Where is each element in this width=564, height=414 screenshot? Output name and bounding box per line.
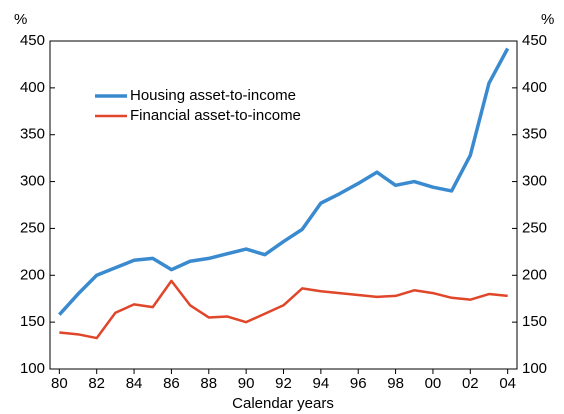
series-line bbox=[58, 47, 510, 316]
x-tick-label: 82 bbox=[88, 375, 105, 392]
y2-tick-label: 350 bbox=[522, 126, 547, 143]
legend-label: Housing asset-to-income bbox=[130, 87, 296, 104]
y2-tick-label: 150 bbox=[522, 313, 547, 330]
x-tick-label: 92 bbox=[275, 375, 292, 392]
x-tick-label: 90 bbox=[238, 375, 255, 392]
y-tick-label: 400 bbox=[20, 79, 45, 96]
x-tick-label: 86 bbox=[163, 375, 180, 392]
y-tick-label: 350 bbox=[20, 126, 45, 143]
x-tick-label: 80 bbox=[51, 375, 68, 392]
y-tick-label: 150 bbox=[20, 313, 45, 330]
x-tick-label: 96 bbox=[350, 375, 367, 392]
y2-tick-label: 300 bbox=[522, 173, 547, 190]
legend-label: Financial asset-to-income bbox=[130, 107, 301, 124]
x-tick-label: 88 bbox=[200, 375, 217, 392]
x-tick-label: 84 bbox=[126, 375, 143, 392]
y2-tick-label: 250 bbox=[522, 219, 547, 236]
y-axis-label: % bbox=[14, 11, 27, 28]
y2-tick-label: 200 bbox=[522, 266, 547, 283]
x-tick-label: 02 bbox=[462, 375, 479, 392]
y-tick-label: 450 bbox=[20, 32, 45, 49]
series-line bbox=[59, 279, 508, 340]
x-tick-label: 00 bbox=[425, 375, 442, 392]
y-tick-label: 250 bbox=[20, 219, 45, 236]
x-axis-label: Calendar years bbox=[232, 395, 334, 412]
y2-tick-label: 100 bbox=[522, 360, 547, 377]
y-tick-label: 300 bbox=[20, 173, 45, 190]
x-tick-label: 04 bbox=[499, 375, 516, 392]
y2-tick-label: 400 bbox=[522, 79, 547, 96]
x-tick-label: 94 bbox=[313, 375, 330, 392]
y-tick-label: 100 bbox=[20, 360, 45, 377]
y2-axis-label: % bbox=[541, 11, 554, 28]
y-tick-label: 200 bbox=[20, 266, 45, 283]
x-tick-label: 98 bbox=[387, 375, 404, 392]
y2-tick-label: 450 bbox=[522, 32, 547, 49]
